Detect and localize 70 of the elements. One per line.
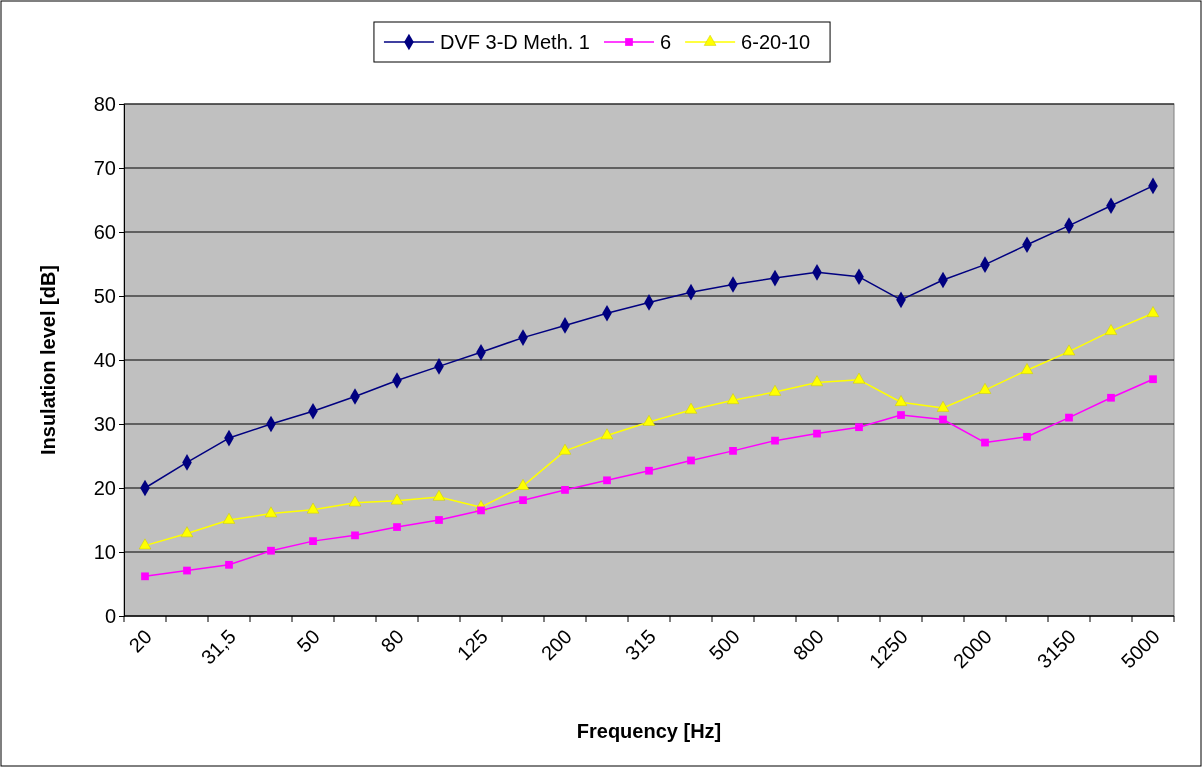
y-tick-label: 30	[93, 412, 116, 435]
point	[183, 566, 191, 575]
point	[1065, 413, 1073, 422]
point	[264, 506, 278, 518]
x-tick-label: 80	[376, 625, 408, 657]
x-tick-label: 200	[536, 625, 576, 665]
point	[978, 383, 992, 394]
legend-label: 6	[659, 31, 672, 53]
y-tick-label: 50	[93, 284, 116, 307]
x-tick-label: 315	[620, 625, 660, 665]
point	[855, 423, 863, 432]
point	[1023, 432, 1031, 441]
point	[813, 429, 821, 438]
x-tick-label: 125	[452, 625, 492, 665]
point	[390, 493, 404, 505]
y-tick-label: 70	[93, 156, 116, 179]
point	[810, 375, 824, 387]
point	[141, 572, 149, 581]
point	[558, 443, 572, 455]
point	[936, 400, 950, 412]
y-tick-label: 60	[93, 220, 116, 243]
point	[519, 496, 527, 505]
point	[897, 411, 905, 419]
point	[225, 560, 233, 569]
x-tick-label: 800	[788, 625, 828, 665]
point	[432, 489, 446, 501]
legend-label: DVF 3-D Meth. 1	[439, 31, 590, 53]
point	[267, 546, 275, 555]
point	[1062, 344, 1076, 356]
point	[1020, 363, 1034, 374]
point	[222, 512, 236, 524]
legend-label: 6-20-10	[741, 31, 811, 53]
x-tick-label: 500	[704, 625, 744, 665]
point	[561, 486, 569, 494]
point	[351, 531, 359, 540]
point	[645, 466, 653, 475]
point	[348, 495, 362, 507]
point	[138, 538, 152, 550]
x-tick-label: 50	[292, 625, 324, 657]
point	[642, 415, 656, 426]
point	[309, 537, 317, 545]
x-tick-label: 20	[124, 625, 156, 657]
point	[687, 456, 695, 465]
point	[1104, 324, 1118, 335]
point	[1149, 375, 1157, 384]
x-axis-title: Frequency [Hz]	[576, 720, 722, 742]
y-axis-title: Insulation level [dB]	[37, 264, 59, 456]
y-tick-label: 40	[93, 348, 116, 371]
y-tick-label: 20	[93, 476, 116, 499]
y-tick-label: 0	[104, 604, 116, 627]
y-tick-label: 80	[93, 92, 116, 115]
point	[1146, 306, 1160, 317]
point	[768, 384, 782, 396]
point	[684, 402, 698, 414]
y-tick-label: 10	[93, 540, 116, 563]
point	[852, 372, 866, 384]
point	[894, 395, 908, 406]
point	[603, 476, 611, 485]
point	[393, 523, 401, 531]
point	[726, 393, 740, 404]
point	[729, 447, 737, 455]
point	[981, 438, 989, 447]
point	[939, 415, 947, 424]
point	[1107, 393, 1115, 402]
point	[516, 479, 530, 490]
point	[435, 516, 443, 524]
point	[306, 502, 320, 514]
point	[771, 436, 779, 445]
point	[600, 428, 614, 440]
point	[180, 526, 194, 538]
